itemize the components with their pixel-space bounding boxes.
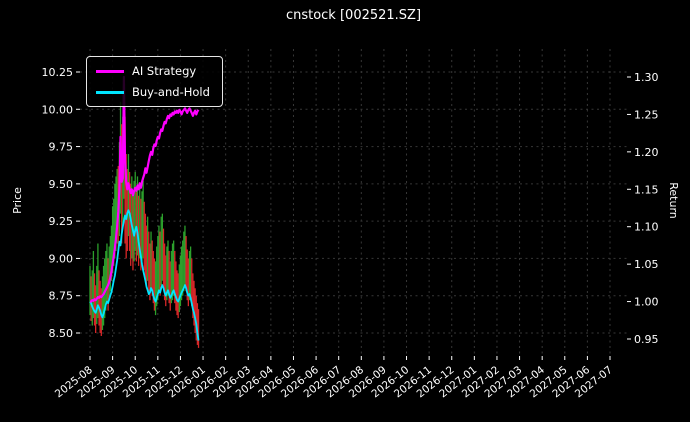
buy-and-hold-line: [89, 209, 200, 341]
return-tick-label: 1.25: [634, 108, 659, 121]
ai-strategy-line-swatch: [96, 69, 124, 73]
legend-item-buy-and-hold: Buy-and-Hold: [96, 85, 210, 99]
price-tick-label: 10.25: [42, 66, 74, 79]
ai-strategy-line: [89, 75, 200, 303]
chart-title: cnstock [002521.SZ]: [285, 8, 422, 23]
return-tick-label: 1.00: [634, 296, 659, 309]
price-axis-label: Price: [10, 186, 24, 214]
return-tick-label: 1.30: [634, 71, 659, 84]
return-tick-label: 0.95: [634, 333, 659, 346]
price-tick-label: 9.50: [49, 178, 74, 191]
price-tick-label: 9.00: [49, 252, 74, 265]
tick-marks: [76, 71, 631, 360]
price-tick-label: 10.00: [42, 103, 74, 116]
price-tick-label: 9.75: [49, 141, 74, 154]
chart-legend: AI Strategy Buy-and-Hold: [86, 56, 223, 107]
buy-and-hold-line-swatch: [96, 90, 124, 94]
legend-label-ai-strategy: AI Strategy: [132, 64, 197, 78]
return-axis-label: Return: [666, 181, 680, 219]
return-tick-label: 1.05: [634, 258, 659, 271]
legend-label-buy-and-hold: Buy-and-Hold: [132, 85, 210, 99]
return-tick-label: 1.10: [634, 221, 659, 234]
candlestick-bars: [89, 94, 200, 348]
y-axis-label-left: Price: [2, 30, 32, 370]
y-axis-label-right: Return: [658, 30, 688, 370]
return-tick-label: 1.20: [634, 146, 659, 159]
price-tick-label: 8.75: [49, 290, 74, 303]
price-tick-label: 8.50: [49, 327, 74, 340]
return-tick-label: 1.15: [634, 183, 659, 196]
price-tick-label: 9.25: [49, 215, 74, 228]
legend-item-ai-strategy: AI Strategy: [96, 64, 210, 78]
